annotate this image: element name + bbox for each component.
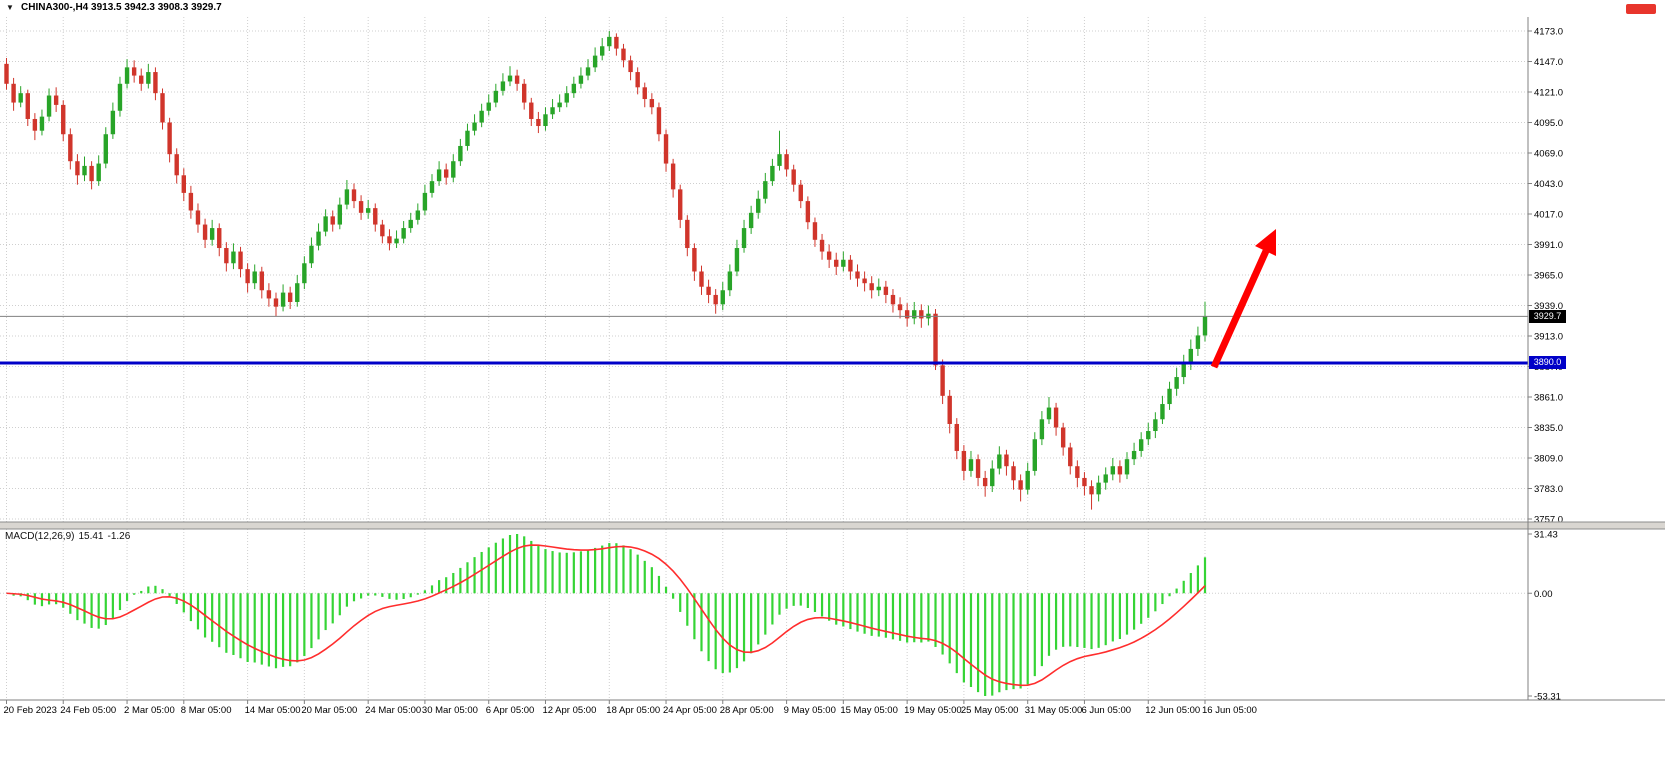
time-tick-label: 18 Apr 05:00 xyxy=(606,705,660,716)
macd-signal-value: -1.26 xyxy=(107,531,131,542)
macd-axis-label: -53.31 xyxy=(1534,692,1561,703)
time-tick-label: 12 Apr 05:00 xyxy=(542,705,596,716)
time-tick-label: 20 Feb 2023 xyxy=(4,705,57,716)
price-tick-label: 4043.0 xyxy=(1534,179,1563,190)
price-tick-label: 3835.0 xyxy=(1534,423,1563,434)
time-tick-label: 20 Mar 05:00 xyxy=(301,705,357,716)
macd-name: MACD(12,26,9) xyxy=(5,531,75,542)
grid-layer xyxy=(0,17,1528,700)
time-tick-label: 31 May 05:00 xyxy=(1025,705,1083,716)
candles-layer xyxy=(4,31,1208,510)
chart-title: CHINA300-,H4 3913.5 3942.3 3908.3 3929.7 xyxy=(21,2,222,13)
time-tick-label: 6 Apr 05:00 xyxy=(486,705,535,716)
price-tick-label: 3991.0 xyxy=(1534,240,1563,251)
hline-price-badge: 3890.0 xyxy=(1529,356,1566,370)
trend-arrow-annotation[interactable] xyxy=(1210,229,1276,369)
macd-axis-label: 0.00 xyxy=(1534,589,1553,600)
macd-axis-label: 31.43 xyxy=(1534,530,1558,541)
price-tick-label: 4069.0 xyxy=(1534,149,1563,160)
macd-signal-line xyxy=(6,544,1206,687)
macd-indicator-label: MACD(12,26,9) 15.41 -1.26 xyxy=(5,531,134,542)
time-tick-label: 28 Apr 05:00 xyxy=(720,705,774,716)
bid-price-badge: 3929.7 xyxy=(1529,309,1566,323)
time-tick-label: 12 Jun 05:00 xyxy=(1145,705,1200,716)
macd-histogram xyxy=(12,534,1207,696)
time-tick-label: 2 Mar 05:00 xyxy=(124,705,175,716)
time-tick-label: 9 May 05:00 xyxy=(784,705,836,716)
price-tick-label: 3965.0 xyxy=(1534,271,1563,282)
price-tick-label: 3809.0 xyxy=(1534,454,1563,465)
time-tick-label: 30 Mar 05:00 xyxy=(422,705,478,716)
time-tick-label: 25 May 05:00 xyxy=(961,705,1019,716)
price-tick-label: 3861.0 xyxy=(1534,393,1563,404)
time-tick-label: 6 Jun 05:00 xyxy=(1081,705,1131,716)
time-tick-label: 24 Mar 05:00 xyxy=(365,705,421,716)
chart-title-bar: ▼ CHINA300-,H4 3913.5 3942.3 3908.3 3929… xyxy=(0,0,1665,17)
price-tick-label: 3939.0 xyxy=(1534,301,1563,312)
panel-separator[interactable] xyxy=(0,521,1665,530)
symbol-dropdown-icon[interactable]: ▼ xyxy=(6,3,14,12)
price-tick-label: 3757.0 xyxy=(1534,515,1563,526)
macd-panel xyxy=(0,534,1528,696)
time-axis[interactable]: 20 Feb 2023 24 Feb 05:00 2 Mar 05:00 8 Mar … xyxy=(4,700,1257,716)
time-tick-label: 15 May 05:00 xyxy=(840,705,898,716)
time-tick-label: 19 May 05:00 xyxy=(904,705,962,716)
top-right-red-marker[interactable] xyxy=(1626,4,1656,14)
time-tick-label: 24 Apr 05:00 xyxy=(663,705,717,716)
time-tick-label: 14 Mar 05:00 xyxy=(245,705,301,716)
price-tick-label: 3913.0 xyxy=(1534,332,1563,343)
price-tick-label: 4121.0 xyxy=(1534,88,1563,99)
time-tick-label: 8 Mar 05:00 xyxy=(181,705,232,716)
price-tick-label: 3783.0 xyxy=(1534,484,1563,495)
price-tick-label: 4147.0 xyxy=(1534,57,1563,68)
price-tick-label: 4173.0 xyxy=(1534,27,1563,38)
price-tick-label: 4017.0 xyxy=(1534,210,1563,221)
macd-value: 15.41 xyxy=(78,531,104,542)
time-tick-label: 24 Feb 05:00 xyxy=(60,705,116,716)
price-tick-label: 4095.0 xyxy=(1534,118,1563,129)
time-tick-label: 16 Jun 05:00 xyxy=(1202,705,1257,716)
